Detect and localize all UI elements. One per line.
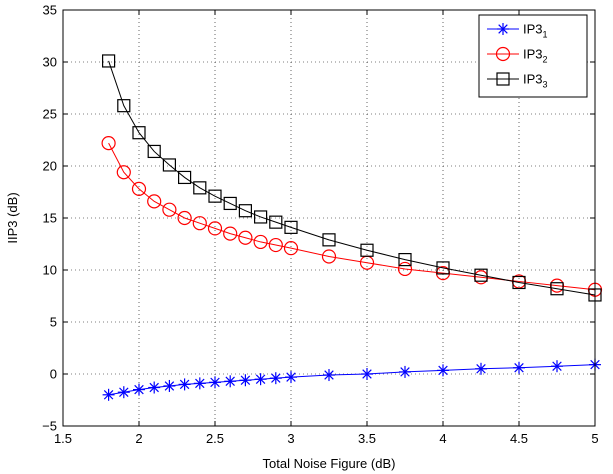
data-point-ip3-2: [162, 202, 177, 217]
data-point-ip3-1: [209, 376, 221, 389]
data-point-ip3-2: [207, 221, 223, 236]
y-tick-label: 15: [43, 211, 57, 226]
y-tick-label: 25: [43, 107, 57, 122]
data-point-ip3-1: [193, 377, 206, 390]
data-point-ip3-2: [116, 165, 131, 180]
data-point-ip3-1: [163, 379, 176, 392]
data-point-ip3-2: [321, 249, 337, 264]
data-point-ip3-3: [238, 204, 252, 218]
data-point-ip3-1: [239, 374, 252, 387]
data-point-ip3-3: [269, 215, 283, 229]
data-point-ip3-1: [117, 386, 130, 399]
data-point-ip3-3: [147, 144, 161, 159]
data-point-ip3-3: [284, 220, 298, 234]
data-point-ip3-1: [361, 368, 373, 380]
legend-item-ip3-2: IP32: [487, 47, 548, 65]
legend-item-ip3-1: IP31: [487, 22, 548, 40]
legend-marker: [497, 23, 509, 35]
data-point-ip3-2: [223, 226, 238, 241]
y-tick-label: 30: [43, 55, 57, 70]
data-point-ip3-3: [208, 189, 222, 203]
data-point-ip3-2: [192, 216, 207, 231]
legend-marker: [496, 72, 510, 86]
data-point-ip3-3: [178, 170, 192, 185]
data-point-ip3-2: [147, 194, 162, 209]
data-point-ip3-3: [132, 126, 146, 140]
data-point-ip3-1: [102, 388, 115, 401]
grid-lines: [63, 10, 595, 426]
data-point-ip3-2: [253, 234, 268, 250]
x-tick-label: 2.5: [206, 431, 224, 446]
data-point-ip3-1: [148, 381, 161, 394]
data-point-ip3-3: [101, 54, 116, 68]
legend-label: IP32: [523, 47, 548, 65]
data-point-ip3-1: [437, 364, 449, 377]
data-point-ip3-3: [117, 99, 131, 113]
data-point-ip3-3: [223, 196, 237, 211]
axis-ticks: 1.5 2 2.5 3 3.5 4 4.5 5 −5 0 5 10 15 20 25 30 35: [42, 3, 598, 447]
x-tick-label: 4: [439, 431, 446, 446]
y-tick-label: 20: [43, 159, 57, 174]
series-line-ip3-3: [108, 60, 596, 296]
x-tick-label: 3.5: [358, 431, 376, 446]
data-point-ip3-1: [285, 371, 297, 384]
data-point-ip3-3: [162, 158, 176, 172]
x-tick-label: 2: [135, 431, 142, 446]
data-point-ip3-2: [177, 210, 192, 226]
legend-label: IP31: [523, 22, 548, 40]
data-point-ip3-3: [474, 268, 488, 282]
data-point-ip3-1: [254, 373, 267, 386]
x-tick-label: 5: [591, 431, 598, 446]
data-point-ip3-1: [399, 365, 411, 378]
data-point-ip3-1: [133, 383, 145, 396]
data-point-ip3-1: [513, 361, 525, 374]
data-point-ip3-2: [238, 230, 253, 245]
data-point-ip3-3: [322, 233, 336, 247]
x-tick-label: 4.5: [510, 431, 528, 446]
series-ip3-3: [101, 54, 602, 302]
legend: IP31 IP32 IP33: [478, 14, 588, 98]
y-tick-label: 10: [43, 263, 57, 278]
data-point-ip3-1: [475, 362, 487, 375]
series-layer: [101, 54, 603, 401]
y-axis-label: IIP3 (dB): [5, 192, 20, 243]
series-ip3-2: [101, 136, 603, 297]
data-point-ip3-2: [131, 181, 147, 196]
x-tick-label: 3: [287, 431, 294, 446]
x-axis-label: Total Noise Figure (dB): [263, 456, 396, 471]
y-tick-label: 35: [43, 3, 57, 18]
legend-marker: [495, 46, 511, 62]
series-line-ip3-2: [108, 142, 596, 291]
data-point-ip3-1: [551, 360, 563, 373]
data-point-ip3-3: [436, 261, 450, 275]
data-point-ip3-2: [101, 136, 116, 151]
data-point-ip3-3: [254, 210, 268, 224]
y-tick-label: −5: [42, 419, 57, 434]
data-point-ip3-3: [512, 275, 526, 290]
series-ip3-1: [102, 358, 601, 401]
data-point-ip3-3: [550, 282, 564, 296]
data-point-ip3-2: [268, 237, 283, 253]
data-point-ip3-1: [178, 378, 191, 391]
y-tick-label: 5: [50, 315, 57, 330]
data-point-ip3-3: [193, 181, 207, 195]
data-point-ip3-2: [283, 241, 299, 256]
series-line-ip3-1: [108, 364, 596, 396]
data-point-ip3-2: [397, 261, 413, 277]
data-point-ip3-1: [323, 369, 335, 382]
y-tick-label: 0: [50, 367, 57, 382]
legend-item-ip3-3: IP33: [487, 72, 548, 90]
data-point-ip3-1: [224, 375, 237, 388]
legend-label: IP33: [523, 72, 548, 90]
data-point-ip3-3: [398, 253, 412, 267]
x-tick-label: 1.5: [54, 431, 72, 446]
data-point-ip3-1: [269, 372, 282, 385]
data-point-ip3-3: [360, 243, 374, 257]
